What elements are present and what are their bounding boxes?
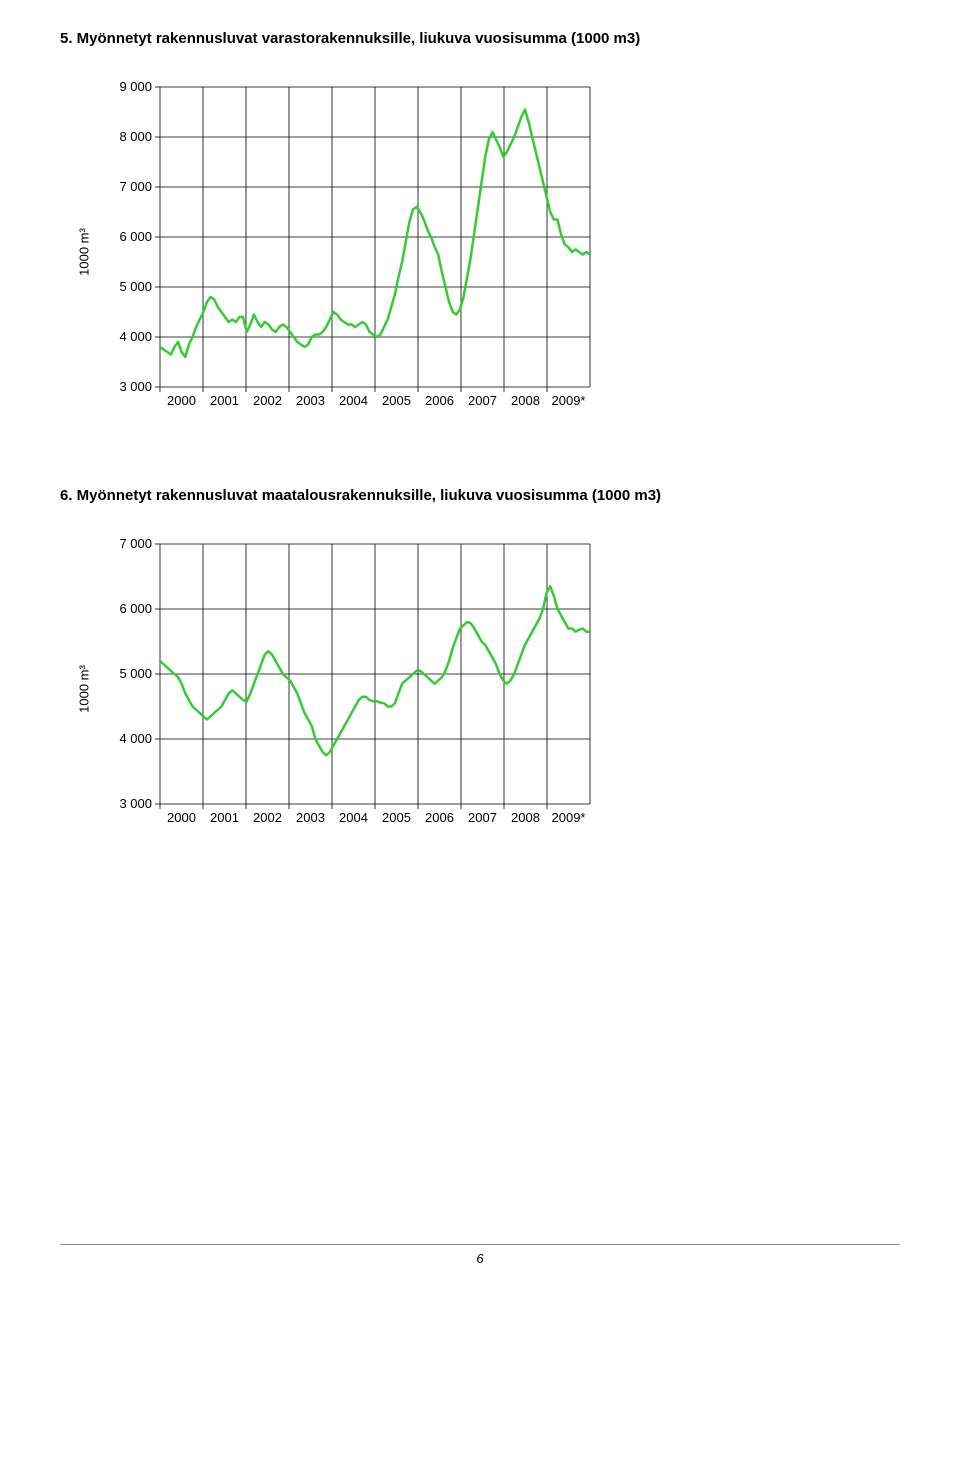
svg-text:7 000: 7 000 bbox=[119, 536, 152, 551]
svg-text:2009*: 2009* bbox=[552, 393, 586, 408]
svg-text:5 000: 5 000 bbox=[119, 666, 152, 681]
svg-text:2008: 2008 bbox=[511, 393, 540, 408]
line-chart: 3 000 4 000 5 000 6 000 7 000 8 000 9 000 2000 2… bbox=[100, 77, 610, 427]
svg-text:2008: 2008 bbox=[511, 810, 540, 825]
svg-text:2007: 2007 bbox=[468, 393, 497, 408]
svg-text:3 000: 3 000 bbox=[119, 379, 152, 394]
line-chart: 3 000 4 000 5 000 6 000 7 000 2000 2001 2002 200… bbox=[100, 534, 610, 844]
chart2-y-axis-label: 1000 m³ bbox=[76, 665, 91, 713]
page-footer: 6 bbox=[60, 1244, 900, 1266]
svg-text:2006: 2006 bbox=[425, 393, 454, 408]
svg-text:6 000: 6 000 bbox=[119, 229, 152, 244]
chart1-title: 5. Myönnetyt rakennusluvat varastorakenn… bbox=[60, 30, 900, 47]
svg-text:3 000: 3 000 bbox=[119, 796, 152, 811]
svg-text:4 000: 4 000 bbox=[119, 731, 152, 746]
svg-text:2000: 2000 bbox=[167, 810, 196, 825]
svg-text:2000: 2000 bbox=[167, 393, 196, 408]
svg-text:2002: 2002 bbox=[253, 810, 282, 825]
chart2-svg-container: 3 000 4 000 5 000 6 000 7 000 2000 2001 2002 200… bbox=[100, 534, 900, 844]
svg-text:9 000: 9 000 bbox=[119, 79, 152, 94]
svg-text:2005: 2005 bbox=[382, 393, 411, 408]
chart2-wrap: 1000 m³ 3 0004 0005 0006 0007 0002000200… bbox=[100, 534, 900, 844]
page-number: 6 bbox=[476, 1251, 483, 1266]
svg-text:8 000: 8 000 bbox=[119, 129, 152, 144]
svg-text:2007: 2007 bbox=[468, 810, 497, 825]
svg-text:2002: 2002 bbox=[253, 393, 282, 408]
svg-text:6 000: 6 000 bbox=[119, 601, 152, 616]
svg-text:5 000: 5 000 bbox=[119, 279, 152, 294]
svg-text:2004: 2004 bbox=[339, 393, 368, 408]
svg-text:4 000: 4 000 bbox=[119, 329, 152, 344]
svg-text:2006: 2006 bbox=[425, 810, 454, 825]
chart1-svg-container: 3 000 4 000 5 000 6 000 7 000 8 000 9 000 2000 2… bbox=[100, 77, 900, 427]
svg-text:2005: 2005 bbox=[382, 810, 411, 825]
svg-text:2003: 2003 bbox=[296, 393, 325, 408]
chart2-title: 6. Myönnetyt rakennusluvat maatalousrake… bbox=[60, 487, 900, 504]
svg-text:2009*: 2009* bbox=[552, 810, 586, 825]
chart1-wrap: 1000 m³ 3 0004 0005 0006 0007 0008 0009 … bbox=[100, 77, 900, 427]
svg-text:7 000: 7 000 bbox=[119, 179, 152, 194]
svg-text:2001: 2001 bbox=[210, 810, 239, 825]
svg-text:2001: 2001 bbox=[210, 393, 239, 408]
svg-text:2003: 2003 bbox=[296, 810, 325, 825]
chart1-y-axis-label: 1000 m³ bbox=[76, 228, 91, 276]
svg-text:2004: 2004 bbox=[339, 810, 368, 825]
